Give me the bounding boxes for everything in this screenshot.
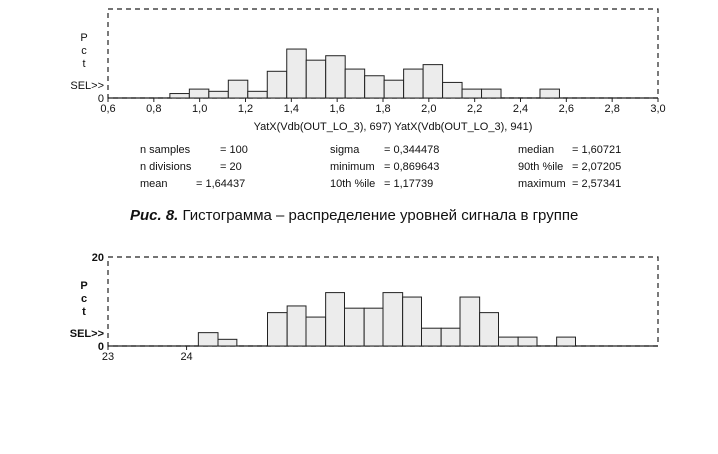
histogram-bar <box>479 312 499 347</box>
y-axis-label-letter: t <box>82 58 85 70</box>
histogram-bar <box>517 336 538 347</box>
histogram-bar <box>169 93 190 99</box>
stat-label: sigma <box>330 144 360 156</box>
histogram-bar <box>383 79 405 99</box>
stat-value: = 0,869643 <box>384 161 440 173</box>
x-tick-label: 2,4 <box>513 103 528 115</box>
histogram-bar <box>382 292 404 347</box>
histogram-bar <box>498 336 519 347</box>
stat-value: = 2,57341 <box>572 178 622 190</box>
y-tick-label: 0 <box>98 341 104 353</box>
histogram-bar <box>363 307 384 347</box>
stat-label: mean <box>140 178 168 190</box>
stat-row: maximum = 2,57341 <box>518 176 621 193</box>
x-tick-label: 23 <box>102 351 114 363</box>
x-tick-label: 3,0 <box>650 103 665 115</box>
stat-label: minimum <box>330 161 375 173</box>
histogram-bar <box>421 327 442 347</box>
histogram-bar <box>217 338 238 347</box>
histogram-bar <box>344 307 365 347</box>
stat-row: n divisions = 20 <box>140 159 248 176</box>
histogram-bar <box>188 88 210 99</box>
histogram-bar <box>459 296 481 347</box>
stat-value: = 1,64437 <box>196 178 246 190</box>
stat-value: = 2,07205 <box>572 161 622 173</box>
stat-label: median <box>518 144 555 156</box>
histogram-bar <box>267 312 288 347</box>
x-tick-label: 1,0 <box>192 103 207 115</box>
x-tick-label: 1,6 <box>330 103 345 115</box>
y-axis-label-letter: c <box>81 45 87 57</box>
y-axis-label-letter: t <box>82 306 86 318</box>
histogram-bar <box>422 64 444 99</box>
stat-value: = 20 <box>220 161 242 173</box>
stat-label: n divisions <box>140 161 192 173</box>
stat-row: 90th %ile = 2,07205 <box>518 159 621 176</box>
x-tick-label: 1,8 <box>375 103 390 115</box>
stat-value: = 1,17739 <box>384 178 434 190</box>
y-tick-label: 0 <box>98 93 104 105</box>
histogram-bar <box>227 79 249 99</box>
stat-row: sigma = 0,344478 <box>330 142 439 159</box>
histogram-bar <box>539 88 560 99</box>
sel-marker-label: SEL>> <box>70 328 104 340</box>
histogram-bar <box>440 327 461 347</box>
histogram-bar <box>556 336 577 347</box>
histogram-bar <box>325 55 346 99</box>
x-axis-label: YatX(Vdb(OUT_LO_3), 697) YatX(Vdb(OUT_LO… <box>254 121 533 133</box>
stats-col-2: sigma = 0,344478 minimum = 0,869643 10th %… <box>330 142 439 193</box>
stats-col-1: n samples = 100 n divisions = 20 mean = 1,6… <box>140 142 248 193</box>
y-axis-label-letter: P <box>80 32 87 44</box>
stat-value: = 1,60721 <box>572 144 622 156</box>
stat-row: minimum = 0,869643 <box>330 159 439 176</box>
y-axis-label-letter: P <box>80 280 87 292</box>
figure-caption-text: Гистограмма – распределение уровней сигн… <box>178 207 579 224</box>
x-tick-label: 1,2 <box>238 103 253 115</box>
stat-label: n samples <box>140 144 191 156</box>
histogram-bar <box>197 332 219 347</box>
stat-value: = 100 <box>220 144 248 156</box>
histogram-1: 0,6 0,8 1,0 1,2 1,4 1,6 1,8 2,0 2,2 2,4 2,6 2,8 3,0 … <box>70 8 666 133</box>
stat-value: = 0,344478 <box>384 144 440 156</box>
stat-row: n samples = 100 <box>140 142 248 159</box>
figure-number: Рис. 8. <box>130 207 179 224</box>
stat-row: median = 1,60721 <box>518 142 621 159</box>
x-tick-label: 0,6 <box>100 103 115 115</box>
x-tick-label: 1,4 <box>284 103 299 115</box>
y-axis-label-letter: c <box>81 293 87 305</box>
stat-row: mean = 1,64437 <box>140 176 248 193</box>
stat-label: maximum <box>518 178 566 190</box>
histogram-bar <box>286 48 307 99</box>
histogram-bar <box>286 305 307 347</box>
histogram-bar <box>266 70 288 99</box>
x-tick-label: 2,6 <box>559 103 574 115</box>
sel-marker-label: SEL>> <box>70 80 104 92</box>
histogram-bar <box>305 59 327 99</box>
histogram-bar <box>461 88 483 99</box>
histogram-bar <box>402 296 422 347</box>
stats-col-3: median = 1,60721 90th %ile = 2,07205 maxim… <box>518 142 621 193</box>
histogram-bar <box>344 68 366 99</box>
y-tick-label: 20 <box>92 252 104 264</box>
histogram-bar <box>481 88 502 99</box>
x-tick-label: 0,8 <box>146 103 161 115</box>
x-tick-label: 2,8 <box>605 103 620 115</box>
histogram-bar <box>247 90 268 99</box>
histogram-bar <box>208 90 229 99</box>
stat-label: 10th %ile <box>330 178 376 190</box>
stat-label: 90th %ile <box>518 161 564 173</box>
histogram-bar <box>403 68 424 99</box>
histogram-bar <box>442 81 463 99</box>
histogram-bar <box>325 292 345 347</box>
histogram-bar <box>364 75 385 99</box>
x-tick-label: 2,0 <box>421 103 436 115</box>
x-tick-label: 24 <box>180 351 192 363</box>
histogram-bar <box>305 316 327 347</box>
stat-row: 10th %ile = 1,17739 <box>330 176 439 193</box>
x-tick-label: 2,2 <box>467 103 482 115</box>
histogram-2: 23 24 20 0 Pct SEL>> <box>70 252 659 363</box>
figure-caption: Рис. 8. Гистограмма – распределение уров… <box>130 207 578 224</box>
